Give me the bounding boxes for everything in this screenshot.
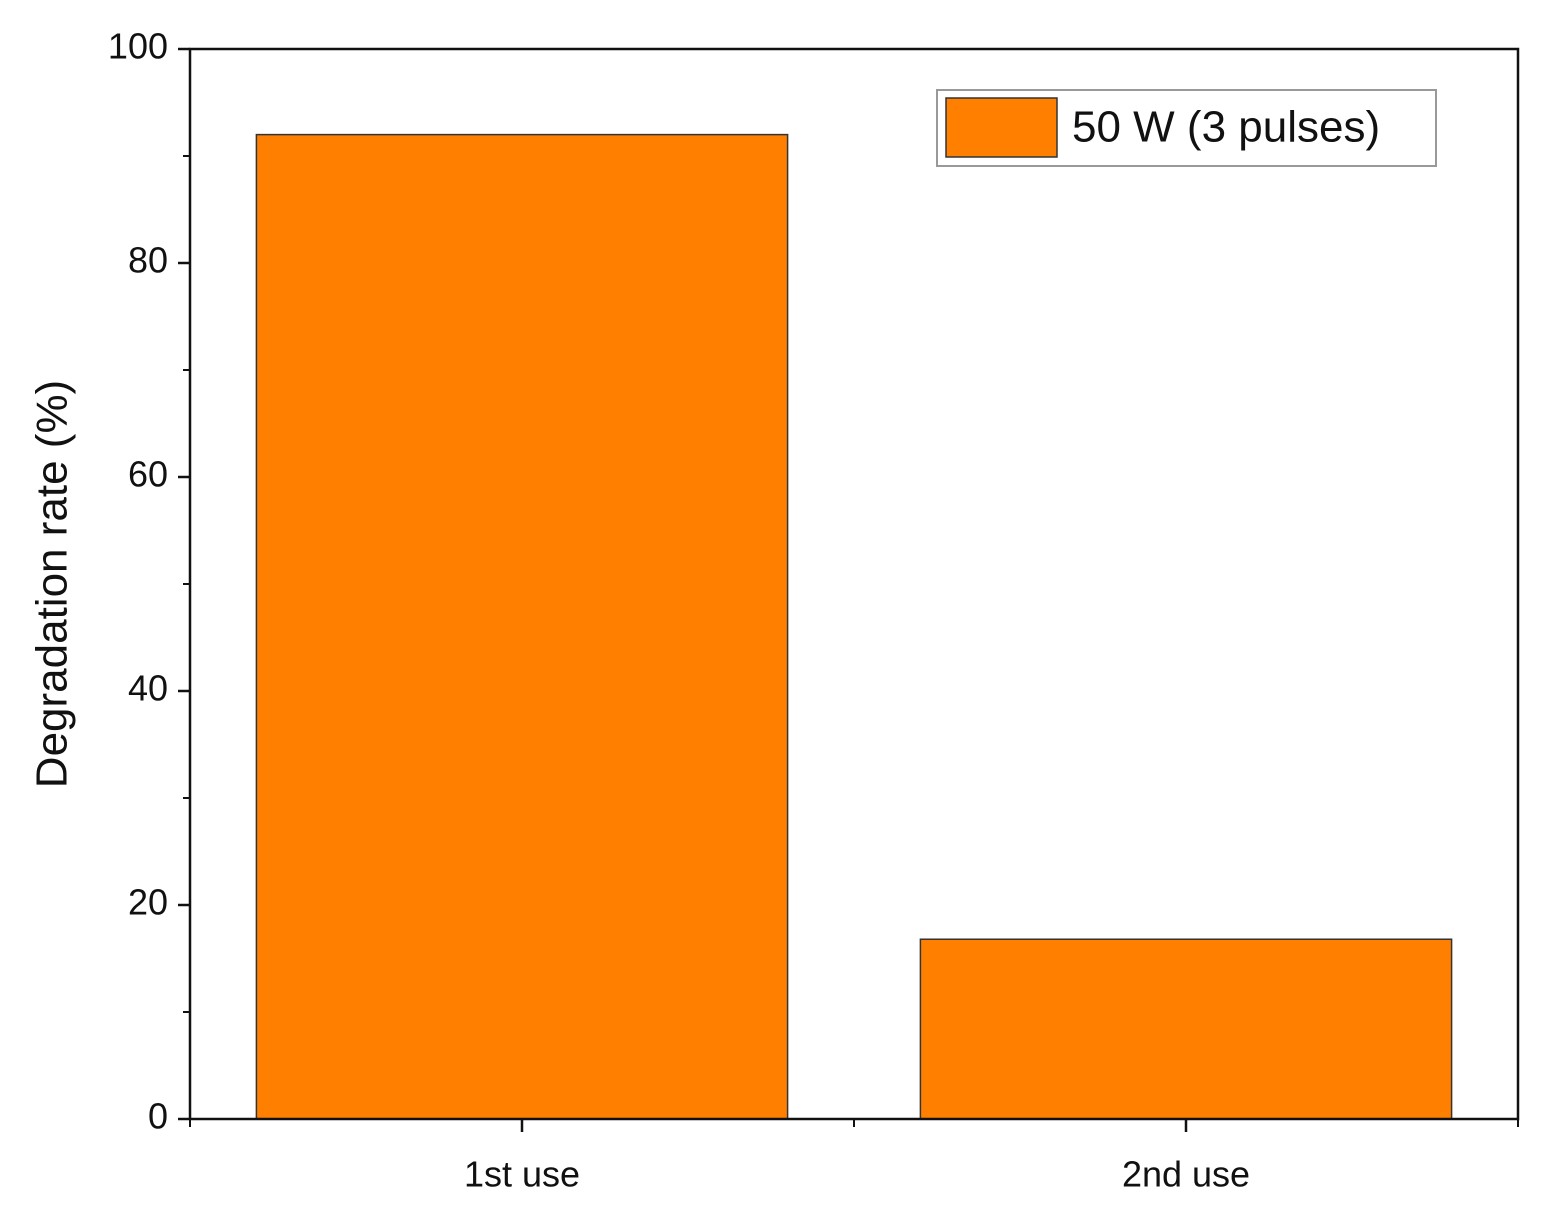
y-tick-label: 100 (108, 26, 168, 67)
bar (255, 133, 789, 1120)
y-axis-label: Degradation rate (%) (28, 380, 77, 788)
y-tick-label: 20 (128, 882, 168, 923)
y-tick-label: 80 (128, 240, 168, 281)
legend-swatch (945, 97, 1058, 158)
legend-label: 50 W (3 pulses) (1072, 103, 1380, 152)
y-tick-label: 60 (128, 454, 168, 495)
x-tick-label: 2nd use (1122, 1154, 1250, 1195)
bar (919, 938, 1453, 1120)
x-tick-label: 1st use (464, 1154, 580, 1195)
y-tick-label: 0 (148, 1096, 168, 1137)
y-tick-label: 40 (128, 668, 168, 709)
